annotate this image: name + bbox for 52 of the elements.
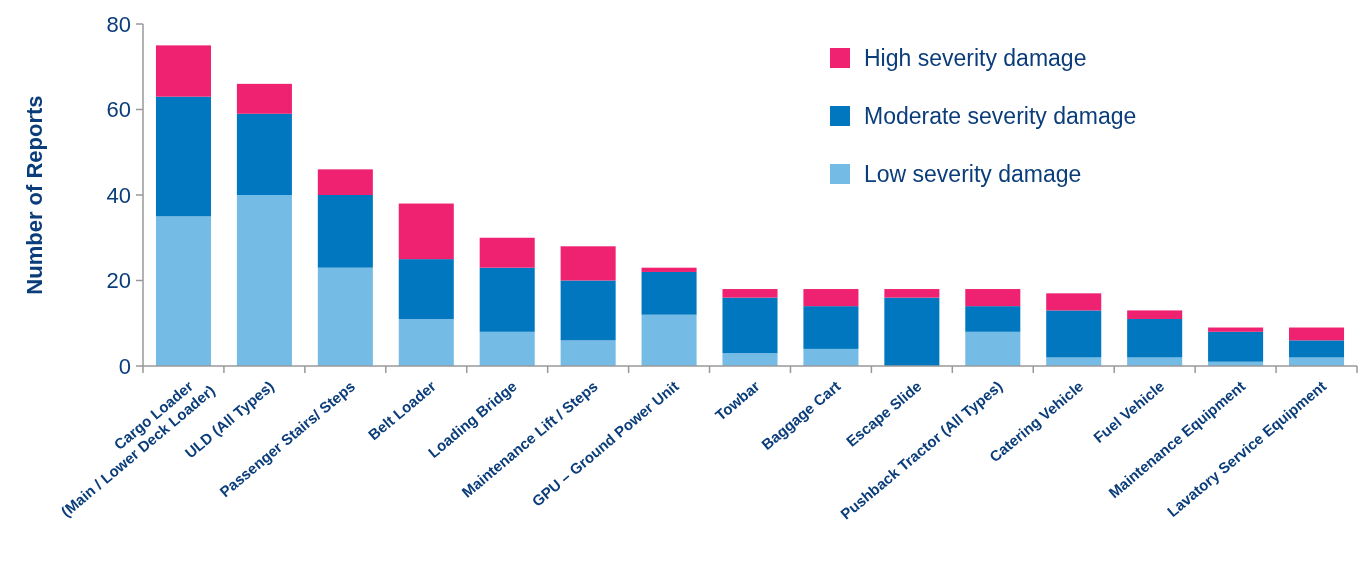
legend-label: High severity damage	[864, 45, 1087, 72]
bar	[1208, 331, 1264, 362]
legend-label: Moderate severity damage	[864, 103, 1137, 130]
bar	[1289, 340, 1345, 358]
bar	[479, 331, 535, 366]
bar	[560, 246, 616, 281]
bar	[1046, 310, 1102, 358]
bar	[1127, 357, 1183, 366]
bar	[317, 267, 373, 366]
bar	[155, 96, 211, 217]
bar	[479, 267, 535, 332]
bar	[803, 348, 859, 366]
bar	[317, 195, 373, 268]
bar	[965, 331, 1021, 366]
bar	[722, 297, 778, 354]
bar	[155, 45, 211, 97]
y-tick-label: 60	[106, 97, 131, 123]
bar	[1127, 318, 1183, 358]
bar	[560, 340, 616, 366]
y-tick-label: 0	[118, 353, 131, 379]
bar	[398, 203, 454, 260]
bar	[722, 289, 778, 298]
bar	[641, 267, 697, 272]
bar	[398, 318, 454, 366]
bar	[965, 306, 1021, 332]
legend-label: Low severity damage	[864, 161, 1082, 188]
bar	[236, 83, 292, 114]
bar	[1289, 357, 1345, 366]
bar	[641, 271, 697, 315]
bar	[1127, 310, 1183, 319]
bar	[560, 280, 616, 341]
bar	[1046, 293, 1102, 311]
y-axis-title: Number of Reports	[22, 95, 47, 295]
bar	[884, 289, 940, 298]
bar	[803, 306, 859, 349]
bar	[236, 195, 292, 366]
bar	[884, 297, 940, 366]
bar	[479, 237, 535, 268]
bar	[1208, 327, 1264, 332]
bar	[317, 169, 373, 195]
bar	[641, 314, 697, 366]
bar	[1046, 357, 1102, 366]
bar	[1289, 327, 1345, 341]
y-tick-label: 40	[106, 182, 131, 208]
bar	[236, 113, 292, 195]
bar	[155, 216, 211, 366]
bar	[398, 259, 454, 319]
y-tick-label: 20	[106, 268, 131, 294]
y-tick-label: 80	[106, 11, 131, 37]
bar	[803, 289, 859, 307]
bar	[965, 289, 1021, 307]
bar	[722, 353, 778, 366]
